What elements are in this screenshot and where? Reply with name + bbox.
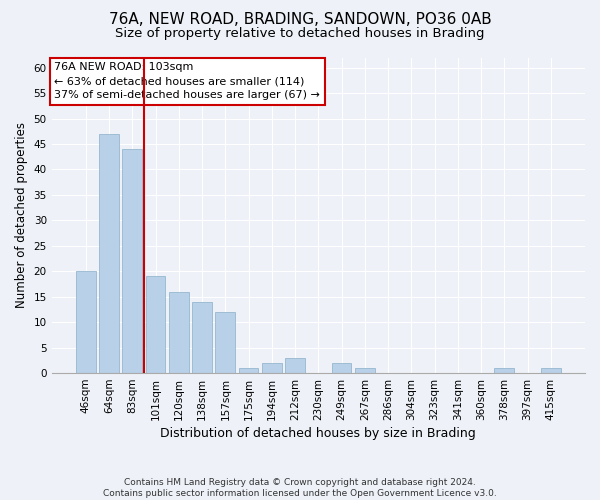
Bar bbox=[169, 292, 188, 373]
Bar bbox=[332, 363, 352, 373]
Text: Size of property relative to detached houses in Brading: Size of property relative to detached ho… bbox=[115, 28, 485, 40]
Bar bbox=[192, 302, 212, 373]
X-axis label: Distribution of detached houses by size in Brading: Distribution of detached houses by size … bbox=[160, 427, 476, 440]
Text: 76A, NEW ROAD, BRADING, SANDOWN, PO36 0AB: 76A, NEW ROAD, BRADING, SANDOWN, PO36 0A… bbox=[109, 12, 491, 28]
Bar bbox=[285, 358, 305, 373]
Bar bbox=[239, 368, 259, 373]
Bar bbox=[122, 149, 142, 373]
Bar bbox=[262, 363, 282, 373]
Bar bbox=[99, 134, 119, 373]
Text: 76A NEW ROAD: 103sqm
← 63% of detached houses are smaller (114)
37% of semi-deta: 76A NEW ROAD: 103sqm ← 63% of detached h… bbox=[55, 62, 320, 100]
Bar bbox=[355, 368, 375, 373]
Y-axis label: Number of detached properties: Number of detached properties bbox=[15, 122, 28, 308]
Bar bbox=[494, 368, 514, 373]
Bar bbox=[76, 272, 95, 373]
Bar bbox=[215, 312, 235, 373]
Text: Contains HM Land Registry data © Crown copyright and database right 2024.
Contai: Contains HM Land Registry data © Crown c… bbox=[103, 478, 497, 498]
Bar bbox=[541, 368, 561, 373]
Bar bbox=[146, 276, 166, 373]
